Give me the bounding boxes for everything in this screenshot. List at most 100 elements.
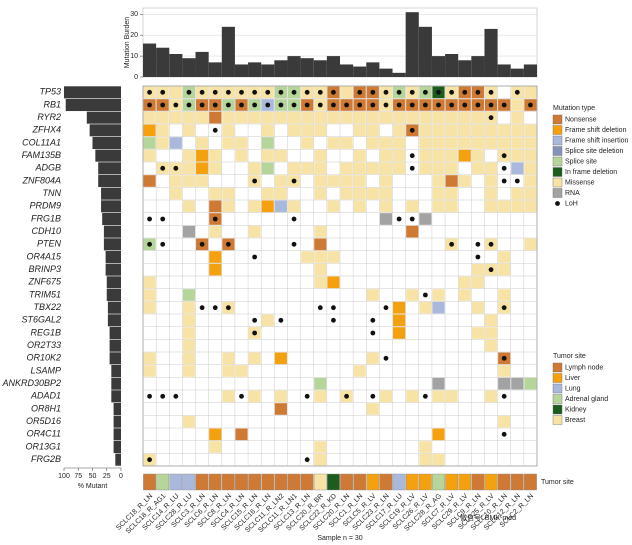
mutation-cell [143,175,156,187]
mutation-cell [458,137,471,149]
legend-label: Splice site deletion [565,148,623,155]
mutation-cell [432,453,445,466]
mutant-bar [101,187,121,200]
burden-bar [195,51,209,77]
mutation-cell [327,137,340,149]
mutation-cell [498,415,511,428]
x-tick-label: 100 [58,473,70,480]
loh-dot [212,216,218,222]
loh-dot [396,89,402,95]
loh-dot [225,305,231,311]
loh-dot [475,89,481,95]
burden-bar [313,60,327,77]
gene-label: FRG2B [31,454,61,464]
mutation-cell [498,263,511,276]
burden-bar [353,66,367,77]
mutation-cell [445,200,458,213]
mutation-cell [314,276,327,289]
loh-dot [370,102,376,108]
mutation-cell [445,162,458,175]
loh-dot [501,393,507,399]
burden-bar [274,60,288,77]
mutation-cell [248,390,261,403]
mutation-cell [143,137,156,149]
mutation-cell [511,377,524,390]
tumor-site-cell [471,473,485,491]
mutation-cell [274,390,287,403]
mutation-cell [327,251,340,263]
loh-dot [409,89,415,95]
burden-bar [523,64,537,77]
gene-label: ZNF804A [21,175,61,185]
mutation-cell [379,149,393,162]
mutation-cell [235,137,248,149]
mutation-cell [366,124,379,137]
mutation-cell [327,200,340,213]
tumor-site-cell [497,473,511,491]
mutation-cell [445,137,458,149]
mutation-cell [182,301,196,314]
mutation-cell [287,200,301,213]
watermark: 微信号: BMK-med [460,513,516,522]
mutation-cell [498,200,511,213]
tumor-site-cell [366,473,380,491]
loh-dot [304,102,310,108]
mutation-cell [353,365,366,377]
mutation-cell [498,124,511,137]
mutation-cell [393,137,406,149]
mutation-cell [419,301,432,314]
loh-dot [501,305,507,311]
loh-dot [462,89,468,95]
mutation-cell [222,137,235,149]
mutation-cell [524,162,537,175]
mutation-cell [379,111,393,124]
burden-bar [182,58,196,77]
loh-dot [278,102,284,108]
mutation-cell [445,124,458,137]
loh-dot [501,178,507,184]
mutation-cell [524,238,537,251]
gene-label: ZFHX4 [31,125,61,135]
loh-dot [160,216,166,222]
burden-bar [418,26,432,77]
loh-dot [436,89,441,95]
tumor-site-cell [353,473,367,491]
mutation-cell [209,149,222,162]
loh-dot [291,216,297,222]
gene-label: CDH10 [31,226,61,236]
loh-dot [449,89,455,95]
mutant-bar [64,86,121,99]
legend-title: Tumor site [553,353,586,360]
gene-label: PRDM9 [29,201,61,211]
mutant-bar [113,440,121,454]
loh-dot [409,165,415,171]
loh-dot [252,89,258,95]
mutation-cell [379,200,393,213]
burden-bar [326,56,340,77]
mutation-cell [406,225,419,238]
y-tick-label: 30 [130,11,138,18]
loh-dot [265,89,271,95]
mutant-bar [65,98,121,112]
mutation-cell [484,390,498,403]
x-tick-label: 0 [119,473,123,480]
mutation-cell [484,200,498,213]
loh-dot [147,89,152,95]
mutation-cell [327,276,340,289]
mutation-cell [314,162,327,175]
mutant-bar [103,238,121,251]
loh-dot [370,393,376,399]
legend-label: Lung [565,385,581,392]
loh-dot [199,305,205,311]
mutation-cell [169,175,182,187]
tumor-site-cell [484,473,498,491]
mutation-cell [406,111,419,124]
gene-label: OR4C11 [27,429,61,439]
loh-dot [212,89,218,95]
mutation-cell [432,175,445,187]
loh-dot [436,102,441,108]
mutation-cell [340,175,353,187]
mutation-cell [445,149,458,162]
mutation-cell [524,149,537,162]
burden-bar [261,64,275,77]
